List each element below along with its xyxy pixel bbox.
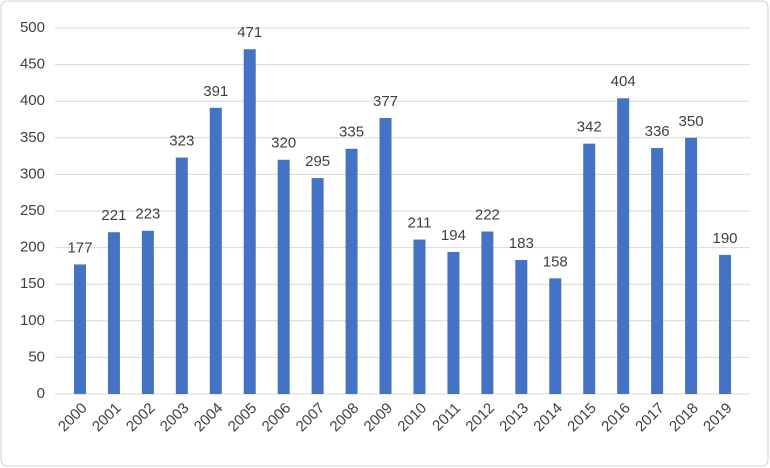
bar — [379, 118, 392, 394]
data-label: 377 — [373, 93, 398, 110]
data-label: 323 — [169, 133, 194, 150]
data-label: 183 — [509, 235, 534, 252]
bar — [481, 231, 494, 394]
data-label: 320 — [271, 135, 296, 152]
data-label: 211 — [408, 215, 432, 232]
bar — [243, 49, 256, 395]
bar — [685, 137, 698, 395]
bar — [651, 148, 664, 394]
data-label: 223 — [135, 206, 160, 223]
y-tick-label: 200 — [20, 239, 45, 256]
data-label: 158 — [543, 253, 568, 270]
data-label: 471 — [237, 24, 262, 41]
data-label: 391 — [203, 83, 228, 100]
y-tick-label: 400 — [20, 92, 45, 109]
data-label: 194 — [441, 227, 466, 244]
data-label: 222 — [475, 206, 500, 223]
bar — [73, 264, 86, 394]
bar — [141, 230, 154, 394]
y-tick-label: 500 — [20, 19, 45, 36]
y-tick-label: 300 — [20, 165, 45, 182]
data-label: 221 — [101, 207, 126, 224]
data-label: 295 — [305, 153, 330, 170]
y-tick-label: 350 — [20, 129, 45, 146]
y-tick-label: 450 — [20, 56, 45, 73]
y-tick-label: 250 — [20, 202, 45, 219]
data-label: 350 — [679, 113, 704, 130]
y-tick-label: 50 — [28, 348, 45, 365]
data-label: 335 — [339, 124, 364, 141]
bar — [719, 254, 732, 394]
bar — [583, 143, 596, 394]
bar — [107, 232, 120, 394]
bar — [549, 278, 562, 394]
data-label: 342 — [577, 119, 602, 136]
bar — [515, 260, 528, 394]
bar — [617, 98, 630, 394]
data-label: 177 — [67, 239, 92, 256]
bar — [311, 178, 324, 394]
data-label: 336 — [645, 123, 670, 140]
bar — [447, 251, 460, 394]
data-label: 190 — [713, 230, 738, 247]
y-tick-label: 150 — [20, 275, 45, 292]
bar — [413, 239, 426, 394]
y-tick-label: 0 — [37, 385, 45, 402]
data-label: 404 — [611, 73, 636, 90]
bar — [209, 107, 222, 395]
y-tick-label: 100 — [20, 312, 45, 329]
bar — [175, 157, 188, 394]
bar — [277, 159, 290, 394]
bar — [345, 148, 358, 394]
